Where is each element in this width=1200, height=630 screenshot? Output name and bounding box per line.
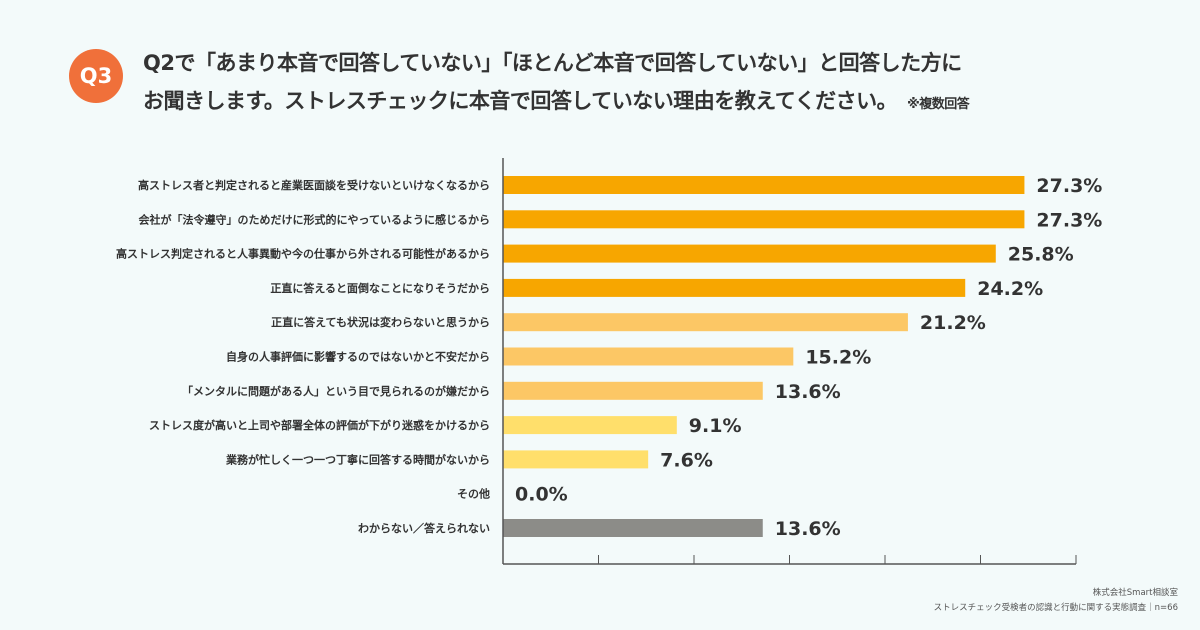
category-label: ストレス度が高いと上司や部署全体の評価が下がり迷惑をかけるから [149,418,490,432]
chart-title: Q2で「あまり本音で回答していない」「ほとんど本音で回答していない」と回答した方… [143,44,970,124]
value-label: 15.2% [805,347,871,369]
category-label: 自身の人事評価に影響するのではないかと不安だから [226,350,490,364]
bar [503,416,677,435]
category-label: その他 [457,487,490,501]
category-label: 会社が「法令遵守」のためだけに形式的にやっているように感じるから [139,212,490,226]
category-label: 正直に答えると面倒なことになりそうだから [270,281,490,295]
multiple-answer-note: ※複数回答 [907,97,970,112]
category-label: 正直に答えても状況は変わらないと思うから [271,315,490,329]
bar [503,176,1025,194]
question-badge: Q3 [69,49,123,103]
bar [503,278,966,297]
value-label: 24.2% [977,278,1043,300]
bar [503,313,908,332]
title-line-2-text: お聞きします。ストレスチェックに本音で回答していない理由を教えてください。 [143,89,898,113]
title-line-1: Q2で「あまり本音で回答していない」「ほとんど本音で回答していない」と回答した方… [143,51,962,75]
value-label: 13.6% [775,518,841,540]
value-label: 27.3% [1036,175,1102,197]
value-label: 21.2% [920,312,986,334]
category-label: 業務が忙しく一つ一つ丁寧に回答する時間がないから [225,452,490,466]
bar [503,381,763,400]
value-label: 7.6% [660,449,713,471]
category-label: 高ストレス判定されると人事異動や今の仕事から外される可能性があるから [116,247,490,261]
bar [503,210,1025,229]
source-company: 株式会社Smart相談室 [1092,588,1178,598]
bar [503,347,794,366]
category-label: 「メンタルに問題がある人」という目で見られるのが嫌だから [182,384,490,398]
value-label: 9.1% [689,415,742,437]
bar [503,450,649,469]
value-label: 13.6% [775,381,841,403]
value-label: 0.0% [515,484,568,506]
title-line-2: お聞きします。ストレスチェックに本音で回答していない理由を教えてください。 ※複数… [143,82,970,124]
bar [503,519,763,537]
category-label: わからない／答えられない [358,521,490,535]
value-label: 25.8% [1008,244,1074,266]
value-label: 27.3% [1036,209,1102,231]
source-survey: ストレスチェック受検者の認識と行動に関する実態調査｜n=66 [933,603,1178,613]
category-label: 高ストレス者と判定されると産業医面談を受けないといけなくなるから [138,178,490,192]
bar [503,244,996,263]
